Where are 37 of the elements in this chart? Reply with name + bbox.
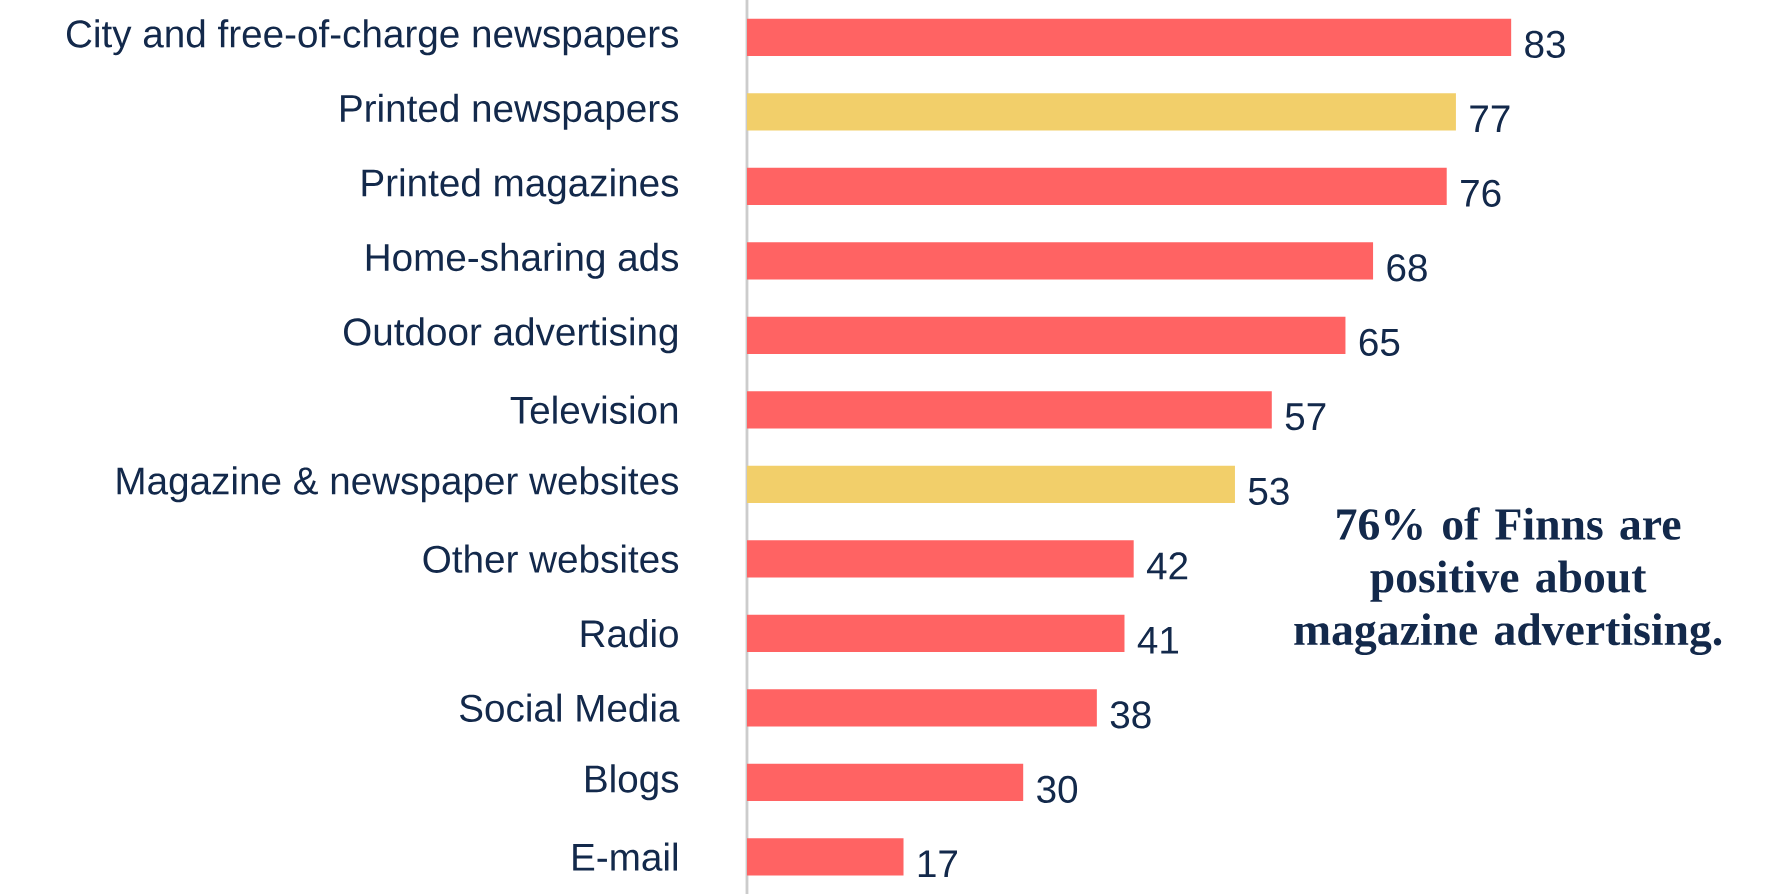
y-tick-label: Other websites	[423, 544, 679, 573]
data-label: 38	[1110, 701, 1151, 729]
data-label: 76	[1461, 179, 1501, 207]
annotation: 76% of Finns are positive about magazine advertising.	[1294, 507, 1722, 655]
y-tick-label: Printed magazines	[362, 168, 679, 205]
bar	[746, 316, 1346, 354]
y-tick-label: Home-sharing ads	[366, 242, 679, 279]
y-tick-label: E-mail	[573, 842, 677, 871]
bar	[746, 838, 904, 876]
y-tick-label: Television	[510, 395, 678, 424]
bar	[746, 391, 1272, 429]
bar	[746, 689, 1097, 727]
y-tick-label: Printed newspapers	[341, 93, 679, 130]
data-label: 65	[1359, 328, 1400, 356]
y-tick-label: Social Media	[460, 693, 680, 722]
bar	[746, 18, 1512, 56]
y-tick-label: Blogs	[586, 764, 679, 801]
y-tick-label: Outdoor advertising	[344, 317, 678, 354]
data-label: 57	[1285, 403, 1326, 431]
bar	[746, 614, 1125, 652]
data-label: 83	[1525, 30, 1565, 58]
y-tick-label: Magazine & newspaper websites	[117, 466, 679, 503]
bar	[746, 763, 1024, 801]
bar	[746, 167, 1447, 205]
y-tick-label: City and free-of-charge newspapers	[66, 19, 679, 56]
bar	[746, 540, 1134, 578]
data-label: 68	[1387, 254, 1427, 282]
data-label: 41	[1137, 627, 1179, 654]
bar	[746, 242, 1374, 280]
bar	[746, 93, 1456, 131]
data-label: 30	[1037, 775, 1078, 803]
data-label: 53	[1248, 477, 1289, 505]
data-label: 42	[1146, 552, 1188, 580]
y-tick-label: Radio	[581, 619, 678, 648]
bar	[746, 465, 1235, 503]
data-label: 77	[1470, 105, 1510, 133]
data-label: 17	[918, 850, 957, 878]
